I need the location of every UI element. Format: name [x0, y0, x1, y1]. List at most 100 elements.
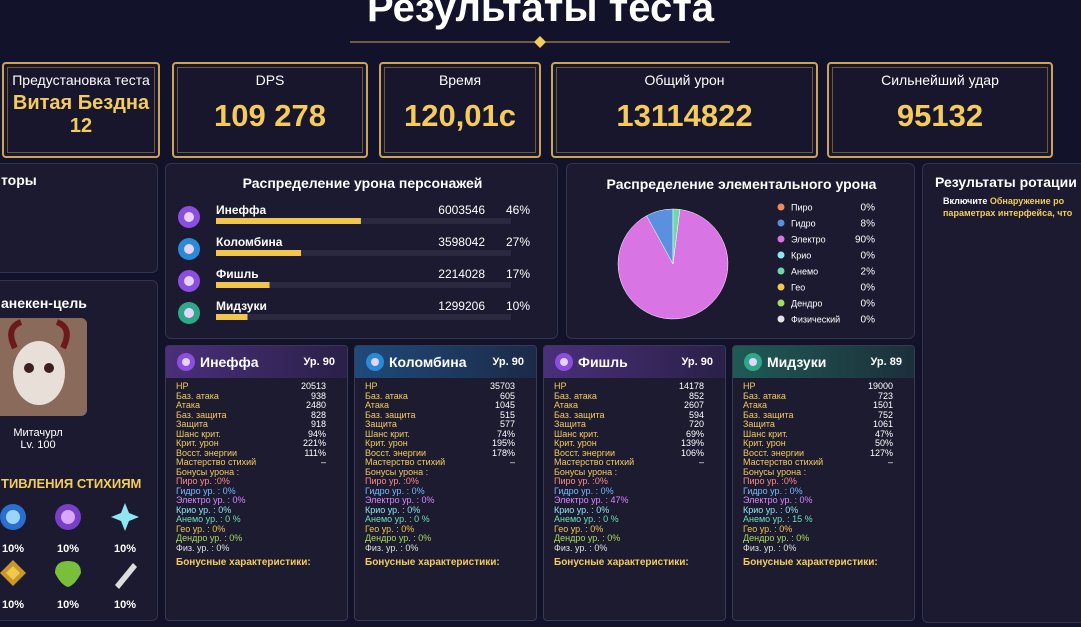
damage-value: 2214028	[438, 267, 485, 281]
stat-sub: 12	[69, 115, 93, 137]
character-level: Ур. 90	[492, 356, 525, 368]
legend-swatch	[777, 203, 785, 211]
stat-name: Защита	[176, 419, 208, 429]
stat-row: Баз. атака 723	[743, 391, 893, 401]
legend-label: Физический	[791, 315, 840, 325]
stat-row: Бонусы урона :	[554, 467, 704, 477]
element-panel: Распределение элементального урона Пиро 0…	[566, 163, 915, 339]
stat-row: Атака 2607	[554, 400, 704, 410]
stat-row: Шанс крит. 69%	[554, 429, 704, 439]
hint-link[interactable]: Обнаружение ро	[989, 196, 1065, 206]
stat-name: Шанс крит.	[743, 428, 788, 439]
stat-label: Предустановка теста	[12, 72, 150, 88]
legend-value: 0%	[861, 251, 876, 262]
stat-card: DPS 109 278	[172, 62, 368, 158]
icon-core	[749, 358, 757, 366]
stat-value: 178%	[491, 447, 515, 458]
bonus-title: Бонусные характеристики:	[365, 557, 500, 568]
character-name: Мидзуки	[216, 299, 267, 313]
stat-value: 723	[877, 390, 893, 401]
stat-value: 2480	[305, 400, 326, 410]
stat-name: Атака	[365, 400, 389, 410]
damage-value: 6003546	[438, 203, 485, 217]
legend-swatch	[777, 283, 785, 291]
stat-name: HP	[365, 381, 378, 391]
resistance-title: ТИВЛЕНИЯ СТИХИЯМ	[1, 476, 142, 491]
damage-percent: 10%	[506, 299, 530, 313]
bonus-title: Бонусные характеристики:	[743, 557, 878, 568]
factors-panel: торы	[0, 163, 158, 273]
element-bonus: Анемо ур. : 0 %	[554, 514, 619, 524]
stat-value: 120,01с	[403, 98, 517, 133]
damage-percent: 27%	[506, 235, 530, 249]
stat-value: 515	[499, 409, 515, 420]
legend-swatch	[777, 267, 785, 275]
legend-swatch	[777, 251, 785, 259]
stat-value: 577	[499, 419, 515, 429]
page-title: Результаты теста	[366, 0, 715, 30]
stat-row: Восст. энергии 127%	[743, 448, 893, 458]
stat-row: Шанс крит. 94%	[176, 429, 326, 439]
character-icon-core	[184, 212, 194, 222]
stat-row: Мастерство стихий –	[554, 457, 704, 467]
element-bonus: Анемо ур. : 0 %	[176, 514, 241, 524]
stat-name: Баз. атака	[365, 390, 408, 401]
character-name: Коломбина	[216, 235, 283, 249]
stat-value: –	[698, 457, 704, 467]
chart-title: Распределение урона персонажей	[242, 175, 483, 191]
character-name: Инеффа	[216, 203, 267, 217]
bar-track	[216, 250, 511, 256]
stat-row: Атака 1045	[365, 400, 515, 410]
stat-value: 69%	[685, 428, 704, 439]
element-bonus: Физ. ур. : 0%	[554, 542, 608, 553]
stat-row: Атака 2480	[176, 400, 326, 410]
stat-name: Мастерство стихий	[365, 457, 446, 467]
stat-row: HP 20513	[176, 381, 326, 391]
element-bonus: Гидро ур. : 0%	[365, 485, 425, 496]
stat-value: 19000	[867, 381, 893, 391]
stat-name: HP	[743, 381, 756, 391]
stat-name: Баз. атака	[554, 390, 597, 401]
stat-value: 35703	[489, 381, 515, 391]
stat-name: Шанс крит.	[365, 428, 410, 439]
character-card: Фишль Ур. 90 HP 14178 Баз. атака 852 Атака 2607…	[543, 345, 726, 621]
stat-value: 221%	[302, 438, 326, 448]
card-header: Фишль Ур. 90	[544, 346, 725, 378]
damage-value: 1299206	[438, 299, 485, 313]
element-bonus: Пиро ур. :0%	[365, 476, 419, 486]
stat-row: Мастерство стихий –	[176, 457, 326, 467]
element-bonus: Физ. ур. : 0%	[365, 542, 419, 553]
bar	[216, 282, 270, 288]
legend-value: 0%	[861, 283, 876, 294]
stat-value: –	[509, 457, 515, 467]
stat-value: 1061	[872, 419, 893, 429]
legend-swatch	[777, 219, 785, 227]
stat-row: Бонусы урона :	[365, 467, 515, 477]
element-bonus: Крио ур. : 0%	[743, 504, 799, 515]
stat-row: Баз. защита 752	[743, 410, 893, 420]
stat-name: Защита	[365, 419, 397, 429]
stat-value: 594	[688, 409, 704, 420]
element-bonus: Пиро ур. :0%	[743, 476, 797, 486]
bonus-title: Бонусные характеристики:	[176, 557, 311, 568]
damage-chart: Инеффа 6003546 46% Коломбина 3598042 27% Фишль…	[178, 203, 530, 324]
bonus-title: Бонусные характеристики:	[554, 557, 689, 568]
stat-row: Восст. энергии 106%	[554, 448, 704, 458]
stat-value: 195%	[491, 438, 515, 448]
panel-title: торы	[1, 172, 37, 188]
element-bonus: Крио ур. : 0%	[365, 504, 421, 515]
stat-value: 94%	[307, 428, 326, 439]
stat-row: Защита 720	[554, 419, 704, 429]
stat-row: Мастерство стихий –	[743, 457, 893, 467]
stat-row: HP 19000	[743, 381, 893, 391]
element-bonus: Гео ур. : 0%	[554, 523, 604, 534]
stat-card: Предустановка теста Витая Бездна 12	[2, 62, 160, 158]
resistance-value: 10%	[1, 543, 25, 555]
stat-name: Бонусы урона :	[554, 466, 618, 477]
stat-row: Шанс крит. 47%	[743, 429, 893, 439]
character-name: Коломбина	[389, 354, 467, 370]
stat-value: 47%	[874, 428, 893, 439]
character-level: Ур. 90	[303, 356, 336, 368]
bar-track	[216, 282, 511, 288]
